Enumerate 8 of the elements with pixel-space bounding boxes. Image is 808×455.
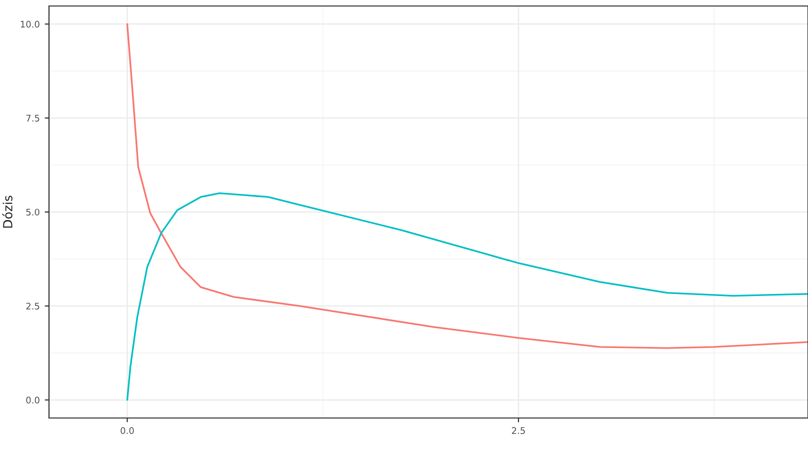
y-tick-label: 7.5 <box>26 114 40 122</box>
y-tick-label: 2.5 <box>26 302 40 310</box>
line-series <box>126 23 808 349</box>
y-axis-title: Dózis <box>2 196 12 228</box>
y-tick-label: 0.0 <box>26 396 40 404</box>
line-series <box>126 192 808 401</box>
y-tick-label: 10.0 <box>20 20 40 28</box>
y-tick-label: 5.0 <box>26 208 40 216</box>
